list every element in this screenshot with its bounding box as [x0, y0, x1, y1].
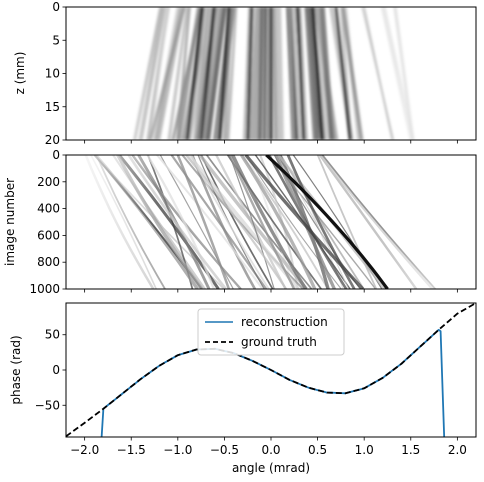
y-tick-label: 5	[52, 33, 60, 47]
y-tick-label: 800	[37, 255, 60, 269]
image-number-panel: 0 200 400 600 800 1000 image number	[3, 148, 477, 296]
y-tick-label: 0	[52, 363, 60, 377]
image-number-panel-image	[66, 155, 476, 289]
x-tick-label: 1.0	[355, 443, 374, 457]
x-tick-label: −1.5	[117, 443, 146, 457]
image-number-axis-label: image number	[3, 178, 17, 266]
legend-reconstruction-label: reconstruction	[241, 315, 328, 329]
phase-panel: −2.0 −1.5 −1.0 −0.5 0.0 0.5 1.0 1.5 2.0 −50 0 50 ph…	[9, 302, 477, 475]
z-panel: 0 5 10 15 20 z (mm)	[13, 0, 477, 147]
z-panel-image	[66, 7, 476, 140]
x-tick-label: 0.5	[308, 443, 327, 457]
y-tick-label: 50	[45, 328, 60, 342]
phase-axis-label: phase (rad)	[9, 335, 23, 404]
x-tick-label: −0.5	[210, 443, 239, 457]
y-tick-label: 15	[45, 100, 60, 114]
y-tick-label: 600	[37, 228, 60, 242]
legend-ground-truth-label: ground truth	[241, 335, 317, 349]
y-tick-label: 0	[52, 148, 60, 162]
y-tick-label: 20	[45, 133, 60, 147]
x-tick-label: 1.5	[401, 443, 420, 457]
x-tick-label: −1.0	[163, 443, 192, 457]
x-tick-label: −2.0	[70, 443, 99, 457]
z-axis-label: z (mm)	[13, 52, 27, 95]
y-tick-label: 1000	[29, 282, 60, 296]
angle-axis-label: angle (mrad)	[232, 461, 310, 475]
y-tick-label: 0	[52, 0, 60, 14]
y-tick-label: 200	[37, 175, 60, 189]
y-tick-label: 400	[37, 202, 60, 216]
y-tick-label: −50	[35, 398, 60, 412]
ground-truth-line	[66, 303, 476, 437]
legend: reconstruction ground truth	[197, 308, 345, 356]
x-tick-label: 2.0	[448, 443, 467, 457]
y-tick-label: 10	[45, 67, 60, 81]
x-tick-label: 0.0	[261, 443, 280, 457]
